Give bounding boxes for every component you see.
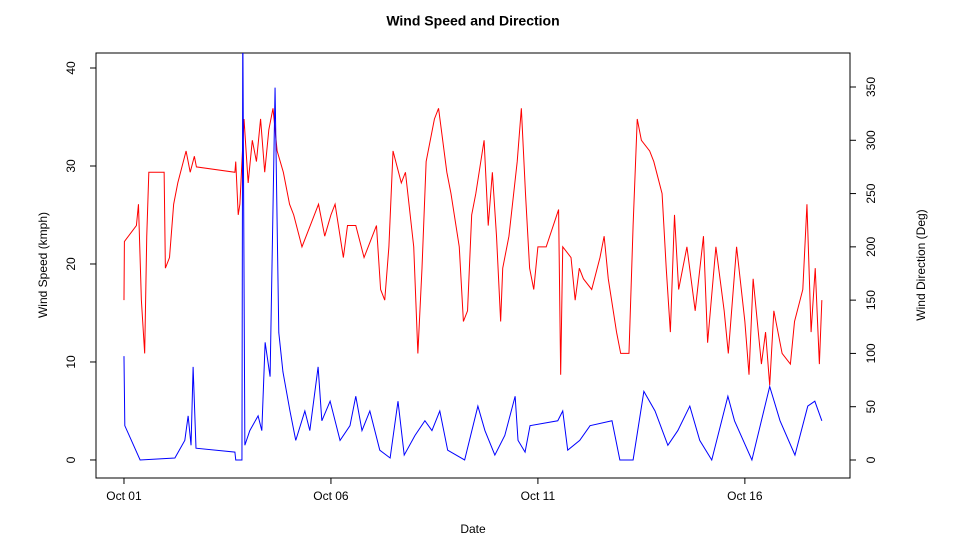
x-axis-label: Date (460, 522, 486, 536)
y-tick-label: 40 (64, 61, 78, 75)
y2-tick-label: 50 (864, 400, 878, 414)
x-tick-label: Oct 16 (727, 489, 763, 503)
series-line (123, 108, 823, 386)
series-line (123, 53, 823, 462)
x-tick-label: Oct 06 (313, 489, 349, 503)
y-tick-label: 20 (64, 257, 78, 271)
plot-frame (95, 52, 851, 479)
y2-tick-label: 250 (864, 183, 878, 203)
y2-axis-label: Wind Direction (Deg) (914, 209, 928, 320)
y-tick-label: 30 (64, 159, 78, 173)
y2-tick-label: 150 (864, 290, 878, 310)
y2-tick-label: 300 (864, 130, 878, 150)
plot-area (123, 53, 823, 462)
y2-tick-label: 0 (864, 456, 878, 463)
x-tick-label: Oct 11 (521, 489, 556, 503)
chart-title: Wind Speed and Direction (386, 13, 559, 29)
y2-tick-label: 350 (864, 77, 878, 97)
y2-tick-label: 100 (864, 343, 878, 363)
x-tick-label: Oct 01 (106, 489, 142, 503)
y-tick-label: 0 (64, 456, 78, 463)
y2-tick-label: 200 (864, 237, 878, 257)
y-axis-label: Wind Speed (kmph) (36, 212, 50, 318)
y-tick-label: 10 (64, 355, 78, 369)
